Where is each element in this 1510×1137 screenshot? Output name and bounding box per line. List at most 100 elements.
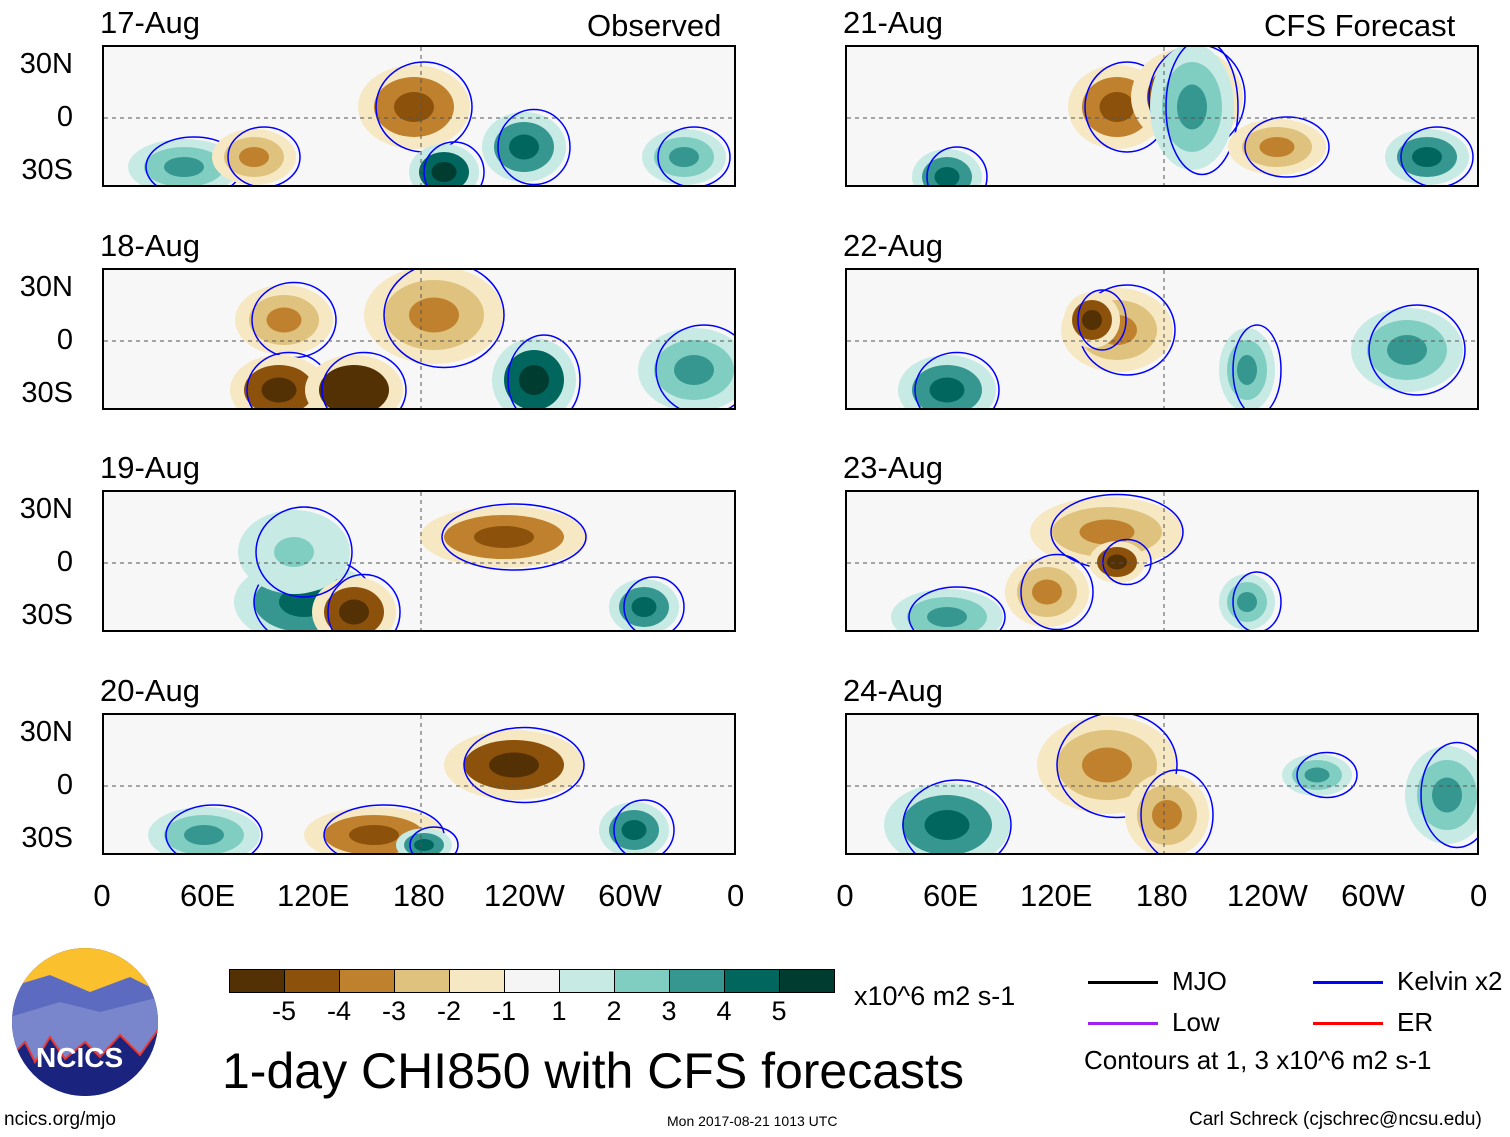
kelvin-contour bbox=[1077, 289, 1127, 351]
colorbar-tick: -5 bbox=[271, 996, 297, 1026]
lat-label: 30S bbox=[21, 377, 73, 409]
lon-label: 60W bbox=[598, 878, 662, 913]
kelvin-contour bbox=[914, 351, 1000, 408]
anomaly-blob bbox=[409, 297, 459, 333]
lon-label: 0 bbox=[1469, 878, 1488, 913]
anomaly-blob bbox=[274, 537, 314, 567]
kelvin-contour bbox=[321, 351, 407, 408]
colorbar-swatch bbox=[339, 969, 395, 993]
anomaly-blob bbox=[489, 752, 539, 778]
kelvin-contour bbox=[1244, 116, 1330, 178]
anomaly-blob bbox=[394, 92, 434, 122]
legend-line-er bbox=[1313, 1022, 1383, 1025]
kelvin-contour bbox=[1368, 304, 1466, 396]
lon-label: 120W bbox=[1226, 878, 1308, 913]
legend-label: Kelvin x2 bbox=[1397, 966, 1503, 996]
colorbar-tick: -2 bbox=[436, 996, 462, 1026]
anomaly-blob bbox=[414, 839, 434, 851]
kelvin-contour bbox=[1296, 751, 1358, 799]
anomaly-field bbox=[847, 492, 1477, 630]
anomaly-blob bbox=[509, 134, 539, 160]
kelvin-contour bbox=[1420, 741, 1477, 849]
colorbar-tick: 5 bbox=[771, 996, 787, 1026]
right-panel-2-date: 22-Aug bbox=[843, 228, 943, 263]
lat-label: 30S bbox=[21, 822, 73, 854]
colorbar-tick: -1 bbox=[491, 996, 517, 1026]
kelvin-contour bbox=[1056, 715, 1178, 819]
anomaly-blob bbox=[1107, 554, 1127, 570]
colorbar-swatch bbox=[229, 969, 285, 993]
colorbar-swatch bbox=[504, 969, 560, 993]
anomaly-blob bbox=[474, 526, 534, 548]
anomaly-field bbox=[847, 47, 1477, 185]
left-panel-1-map bbox=[102, 45, 736, 187]
kelvin-contour bbox=[657, 126, 731, 185]
left-panel-2-date: 18-Aug bbox=[100, 228, 200, 263]
forecast-header: CFS Forecast bbox=[1264, 8, 1456, 43]
kelvin-contour bbox=[902, 779, 1012, 853]
lat-label: 30N bbox=[19, 271, 73, 303]
kelvin-contour bbox=[908, 586, 1006, 630]
colorbar-tick: -3 bbox=[381, 996, 407, 1026]
colorbar-swatch bbox=[394, 969, 450, 993]
kelvin-contour bbox=[1140, 769, 1214, 853]
logo-text: NCICS bbox=[36, 1042, 124, 1073]
observed-header: Observed bbox=[587, 8, 722, 43]
lat-label: 0 bbox=[56, 546, 73, 578]
kelvin-contour bbox=[1102, 538, 1152, 586]
legend-line-kelvin bbox=[1313, 981, 1383, 984]
anomaly-blob bbox=[1432, 777, 1462, 813]
colorbar-swatch bbox=[284, 969, 340, 993]
kelvin-contour bbox=[255, 506, 353, 598]
lon-label: 60E bbox=[923, 878, 979, 913]
left-panel-2-map bbox=[102, 268, 736, 410]
anomaly-blob bbox=[1412, 147, 1442, 167]
lon-label: 0 bbox=[836, 878, 854, 913]
lat-label: 30N bbox=[19, 716, 73, 748]
anomaly-blob bbox=[669, 147, 699, 167]
kelvin-contour bbox=[463, 726, 585, 804]
anomaly-blob bbox=[1304, 767, 1330, 783]
legend-line-mjo bbox=[1088, 981, 1158, 984]
left-panel-3-date: 19-Aug bbox=[100, 450, 200, 485]
right-panel-3-date: 23-Aug bbox=[843, 450, 943, 485]
anomaly-field bbox=[847, 715, 1477, 853]
kelvin-contour bbox=[441, 503, 587, 571]
kelvin-contour bbox=[1165, 47, 1239, 176]
left-panel-4-date: 20-Aug bbox=[100, 673, 200, 708]
anomaly-blob bbox=[631, 597, 657, 617]
anomaly-blob bbox=[431, 162, 457, 182]
kelvin-contour bbox=[1232, 571, 1282, 630]
kelvin-contour bbox=[1020, 553, 1094, 630]
anomaly-blob bbox=[266, 307, 302, 333]
left-panel-4-map bbox=[102, 713, 736, 855]
colorbar-tick: 2 bbox=[606, 996, 622, 1026]
colorbar-tick: 1 bbox=[551, 996, 567, 1026]
colorbar-tick: 3 bbox=[661, 996, 677, 1026]
colorbar-swatch bbox=[724, 969, 780, 993]
anomaly-field bbox=[847, 270, 1477, 408]
anomaly-blob bbox=[349, 825, 399, 845]
colorbar-swatch bbox=[559, 969, 615, 993]
colorbar-tick: -4 bbox=[326, 996, 352, 1026]
anomaly-blob bbox=[674, 355, 714, 385]
lon-label: 180 bbox=[392, 878, 445, 913]
anomaly-blob bbox=[934, 167, 960, 185]
anomaly-blob bbox=[261, 377, 297, 403]
kelvin-contour bbox=[926, 146, 988, 185]
anomaly-blob bbox=[239, 147, 269, 167]
kelvin-contour bbox=[423, 141, 485, 185]
legend-line-low bbox=[1088, 1022, 1158, 1025]
anomaly-field bbox=[104, 270, 734, 408]
ncics-logo bbox=[12, 948, 158, 1096]
kelvin-contour bbox=[623, 576, 685, 630]
colorbar-swatch bbox=[669, 969, 725, 993]
anomaly-blob bbox=[1082, 310, 1102, 330]
lon-label: 60E bbox=[180, 878, 236, 913]
anomaly-blob bbox=[621, 820, 647, 840]
anomaly-field bbox=[104, 492, 734, 630]
kelvin-contour bbox=[227, 126, 301, 185]
anomaly-blob bbox=[924, 810, 970, 840]
legend-label: ER bbox=[1397, 1007, 1434, 1037]
right-panel-4-map bbox=[845, 713, 1479, 855]
